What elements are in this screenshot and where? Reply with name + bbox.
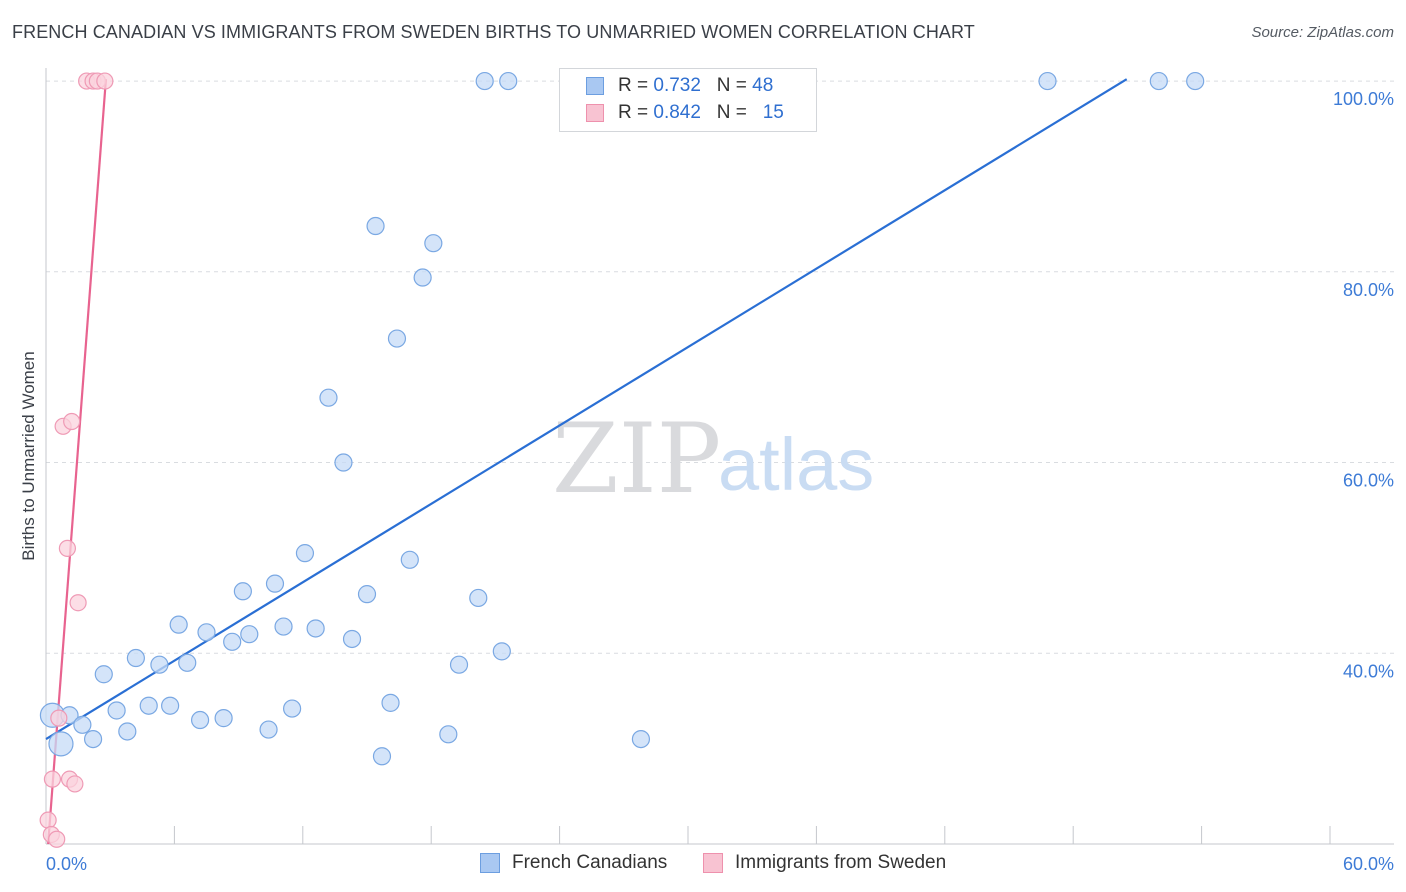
data-point-french-canadians — [265, 574, 285, 593]
data-point-french-canadians — [94, 665, 113, 684]
chart-title: FRENCH CANADIAN VS IMMIGRANTS FROM SWEDE… — [12, 22, 975, 42]
data-point-immigrants-from-sweden — [69, 594, 87, 612]
data-point-french-canadians — [1186, 71, 1205, 91]
legend-label-sweden: Immigrants from Sweden — [735, 852, 947, 873]
data-point-french-canadians — [306, 619, 325, 638]
legend-label-french: French Canadians — [512, 852, 668, 873]
legend-swatch-pink — [703, 853, 723, 873]
legend-r-value: 0.842 — [653, 102, 701, 123]
data-point-french-canadians — [400, 550, 419, 569]
data-point-french-canadians — [357, 585, 377, 604]
data-point-french-canadians — [319, 388, 338, 407]
data-point-french-canadians — [223, 632, 242, 651]
data-points — [39, 71, 1205, 848]
legend-r-label: R = — [618, 75, 654, 96]
data-point-french-canadians — [240, 625, 259, 644]
data-point-french-canadians — [233, 582, 252, 601]
y-tick-label: 40.0% — [1343, 661, 1394, 681]
correlation-legend: R = 0.732 N = 48 R = 0.842 N = 15 — [559, 68, 817, 132]
data-point-french-canadians — [274, 617, 293, 636]
legend-r-label: R = — [618, 102, 654, 123]
trend-line-french-canadians — [45, 78, 1128, 741]
data-point-french-canadians — [499, 71, 518, 91]
data-point-immigrants-from-sweden — [48, 830, 66, 848]
data-point-french-canadians — [126, 648, 145, 668]
legend-n-value: 15 — [762, 102, 784, 123]
data-point-french-canadians — [413, 268, 432, 287]
data-point-french-canadians — [334, 453, 353, 472]
data-point-french-canadians — [372, 747, 392, 766]
data-point-french-canadians — [178, 653, 197, 672]
data-point-french-canadians — [150, 655, 169, 674]
data-point-immigrants-from-sweden — [50, 709, 68, 727]
legend-n-label: N = — [716, 102, 753, 123]
data-point-french-canadians — [169, 615, 188, 634]
data-point-french-canadians — [107, 701, 126, 720]
data-point-french-canadians — [190, 710, 210, 730]
data-point-french-canadians — [214, 709, 233, 728]
data-point-french-canadians — [366, 216, 385, 236]
data-point-french-canadians — [73, 715, 92, 734]
data-point-french-canadians — [449, 655, 469, 674]
data-point-french-canadians — [283, 699, 302, 718]
legend-swatch-blue — [586, 77, 604, 95]
y-tick-label: 60.0% — [1343, 471, 1394, 491]
data-point-french-canadians — [387, 329, 407, 348]
data-point-immigrants-from-sweden — [66, 775, 84, 793]
legend-r-value: 0.732 — [653, 75, 701, 96]
legend-n-value: 48 — [752, 75, 774, 96]
tick-labels: 40.0% 60.0% 80.0% 100.0% 0.0% 60.0% — [46, 89, 1394, 874]
grid-lines — [46, 80, 1394, 654]
data-point-immigrants-from-sweden — [63, 412, 81, 431]
legend-n-label: N = — [716, 75, 753, 96]
data-point-french-canadians — [48, 731, 74, 757]
watermark-zip: ZIP — [552, 403, 721, 515]
data-point-french-canadians — [475, 71, 494, 91]
data-point-french-canadians — [1038, 71, 1057, 91]
legend-swatch-blue — [480, 853, 500, 873]
source-credit: Source: ZipAtlas.com — [1251, 24, 1394, 41]
data-point-immigrants-from-sweden — [96, 72, 114, 90]
legend-swatch-pink — [586, 104, 604, 122]
data-point-french-canadians — [424, 234, 443, 253]
data-point-french-canadians — [295, 544, 315, 563]
data-point-immigrants-from-sweden — [58, 539, 77, 557]
data-point-french-canadians — [83, 729, 103, 749]
data-point-immigrants-from-sweden — [43, 770, 62, 788]
data-point-french-canadians — [492, 642, 511, 661]
watermark-atlas: atlas — [718, 423, 874, 506]
y-tick-label: 80.0% — [1343, 280, 1394, 300]
x-tick-label: 60.0% — [1343, 854, 1394, 874]
data-point-french-canadians — [631, 729, 651, 749]
data-point-french-canadians — [161, 696, 180, 715]
x-tick-label: 0.0% — [46, 854, 87, 874]
data-point-immigrants-from-sweden — [39, 811, 57, 829]
data-point-french-canadians — [381, 693, 400, 712]
data-point-french-canadians — [342, 629, 362, 649]
y-axis-label: Births to Unmarried Women — [19, 351, 38, 560]
data-point-french-canadians — [1149, 71, 1168, 91]
data-point-french-canadians — [139, 696, 158, 715]
data-point-french-canadians — [197, 623, 216, 642]
data-point-french-canadians — [259, 720, 278, 739]
y-tick-label: 100.0% — [1333, 89, 1394, 109]
data-point-french-canadians — [439, 725, 458, 744]
data-point-french-canadians — [469, 588, 488, 608]
data-point-french-canadians — [118, 722, 137, 741]
